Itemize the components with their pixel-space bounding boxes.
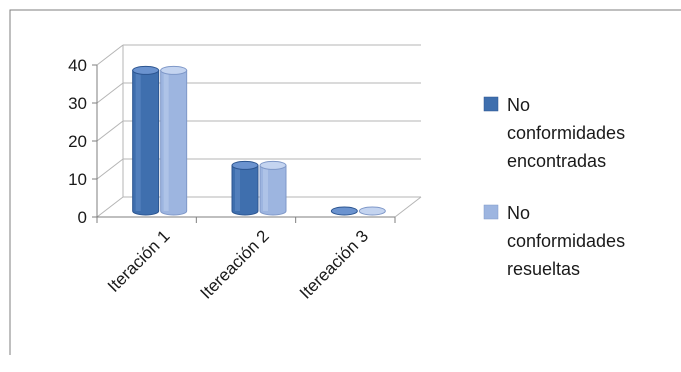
bar-top (160, 65, 188, 75)
legend-swatch (483, 204, 499, 220)
bar (259, 160, 287, 216)
gridline-depth (96, 158, 124, 180)
legend-label: encontradas (507, 151, 606, 171)
bar-top (330, 206, 358, 216)
bar (132, 65, 160, 216)
bar-highlight (263, 165, 268, 211)
y-tick-label: 10 (68, 170, 87, 189)
bar (330, 206, 358, 216)
bar-body (231, 164, 259, 216)
legend-label: conformidades (507, 231, 625, 251)
bar-top (132, 65, 160, 75)
bar-highlight (235, 165, 240, 211)
bar-body (259, 164, 287, 216)
y-tick-label: 0 (78, 208, 87, 227)
y-tick-label: 30 (68, 94, 87, 113)
legend-label: conformidades (507, 123, 625, 143)
bar-body (132, 69, 160, 216)
x-category-label: Itereación 2 (197, 226, 273, 302)
bar-highlight (163, 70, 169, 212)
bar-top (231, 160, 259, 170)
gridline-depth (96, 44, 124, 66)
gridline-depth (96, 196, 124, 218)
chart-frame (9, 9, 681, 355)
legend-label: No (507, 203, 530, 223)
y-tick-label: 40 (68, 56, 87, 75)
legend-swatch (483, 96, 499, 112)
bar (358, 206, 386, 216)
bar (160, 65, 188, 216)
floor-edge (394, 196, 422, 218)
x-category-label: Iteración 1 (104, 226, 174, 296)
legend-label: No (507, 95, 530, 115)
legend-label: resueltas (507, 259, 580, 279)
gridline-depth (96, 82, 124, 104)
gridline-depth (96, 120, 124, 142)
bar-top (259, 160, 287, 170)
x-category-label: Itereación 3 (296, 226, 372, 302)
bar-highlight (135, 70, 141, 212)
bar-body (160, 69, 188, 216)
bar-top (358, 206, 386, 216)
y-tick-label: 20 (68, 132, 87, 151)
bar (231, 160, 259, 216)
